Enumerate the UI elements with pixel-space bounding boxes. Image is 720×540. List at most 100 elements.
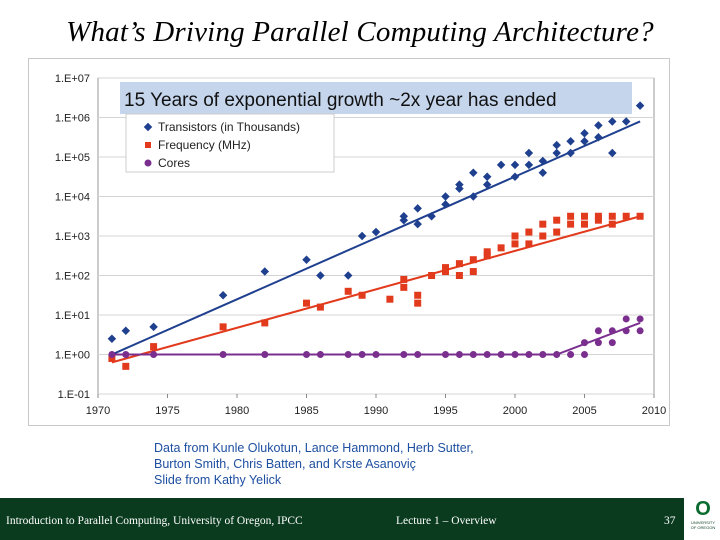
cores-point — [594, 327, 602, 335]
transistor-point — [524, 148, 534, 158]
cores-point — [261, 351, 269, 358]
transistor-point — [469, 192, 478, 201]
transistor-point — [107, 334, 117, 343]
slide-title: What’s Driving Parallel Computing Archit… — [66, 16, 654, 48]
x-tick-label: 1980 — [225, 405, 249, 417]
logo-o-icon: O — [695, 498, 711, 520]
cores-point — [608, 339, 616, 347]
transistor-point — [357, 231, 367, 241]
frequency-point — [539, 232, 547, 240]
frequency-point — [316, 303, 324, 311]
cores-point — [539, 351, 547, 358]
frequency-point — [414, 291, 422, 299]
frequency-point — [497, 244, 505, 252]
y-tick-label: 1.E+03 — [55, 231, 90, 243]
cores-point — [608, 327, 616, 335]
cores-point — [594, 339, 602, 347]
cores-point — [414, 351, 422, 358]
legend-marker-diamond — [143, 122, 153, 132]
frequency-point — [594, 216, 602, 224]
frequency-point — [511, 232, 519, 240]
cores-point — [455, 351, 463, 358]
cores-point — [400, 351, 408, 358]
cores-point — [122, 351, 130, 358]
cores-point — [622, 315, 630, 323]
frequency-point — [122, 362, 130, 370]
footer-course: Introduction to Parallel Computing, Univ… — [6, 515, 303, 527]
frequency-point — [303, 299, 310, 307]
frequency-point — [636, 212, 644, 220]
transistor-point — [441, 192, 450, 201]
x-tick-label: 1995 — [433, 405, 457, 417]
y-tick-label: 1.E+06 — [55, 113, 90, 125]
cores-point — [636, 327, 644, 335]
transistor-point — [482, 180, 492, 189]
cores-point — [581, 339, 588, 347]
growth-chart: 1.E-01 1.E+00 1.E+01 1.E+02 1.E+03 1.E+04 1.E+… — [55, 73, 666, 417]
cores-point — [150, 351, 158, 358]
transistor-point — [121, 326, 131, 336]
x-tick-label: 2010 — [642, 405, 666, 417]
annotation-text: 15 Years of exponential growth ~2x year … — [124, 90, 557, 111]
cores-point — [303, 351, 310, 358]
frequency-point — [150, 343, 158, 351]
legend-label: Transistors (in Thousands) — [158, 120, 300, 134]
annotation-banner — [120, 82, 632, 114]
frequency-point — [581, 212, 588, 220]
logo-text: UNIVERSITY OF OREGON — [690, 520, 716, 530]
frequency-point — [219, 323, 227, 331]
transistor-point — [316, 271, 325, 280]
frequency-point — [344, 287, 352, 295]
frequency-point — [414, 299, 422, 307]
y-tick-label: 1.E+04 — [55, 192, 90, 204]
transistor-point — [343, 271, 353, 280]
y-tick-label: 1.E+02 — [55, 271, 90, 283]
y-tick-label: 1.E+00 — [55, 350, 90, 362]
credit-line-3: Slide from Kathy Yelick — [154, 473, 282, 487]
cores-point — [344, 351, 352, 358]
cores-point — [316, 351, 324, 358]
transistor-point — [482, 172, 492, 181]
cores-point — [567, 351, 575, 358]
frequency-point — [386, 295, 394, 303]
y-tick-label: 1.E+01 — [55, 310, 90, 322]
frequency-point — [455, 260, 463, 268]
cores-point — [372, 351, 380, 358]
frequency-point — [469, 256, 477, 264]
x-tick-label: 2005 — [572, 405, 596, 417]
frequency-point — [358, 291, 366, 299]
transistor-point — [427, 212, 436, 221]
frequency-point — [483, 248, 491, 256]
x-tick-label: 1975 — [155, 405, 179, 417]
transistor-point — [149, 322, 158, 332]
footer-bar — [0, 498, 684, 540]
cores-point — [219, 351, 227, 358]
x-tick-label: 1970 — [86, 405, 110, 417]
x-tick-label: 2000 — [503, 405, 527, 417]
credit-line-1: Data from Kunle Olukotun, Lance Hammond,… — [154, 441, 474, 455]
frequency-point — [511, 240, 519, 248]
frequency-point — [108, 354, 116, 362]
transistor-point — [455, 180, 464, 189]
transistor-point — [302, 255, 311, 264]
frequency-point — [525, 240, 533, 248]
cores-point — [483, 351, 491, 358]
frequency-point — [553, 216, 561, 224]
cores-point — [636, 315, 644, 323]
frequency-point — [483, 252, 491, 260]
x-tick-label: 1990 — [364, 405, 388, 417]
transistor-point — [371, 227, 381, 237]
frequency-point — [581, 220, 588, 228]
cores-point — [511, 351, 519, 358]
transistor-point — [260, 267, 270, 276]
frequency-point — [428, 272, 436, 279]
footer-lecture: Lecture 1 – Overview — [396, 515, 497, 527]
trend-line — [111, 120, 641, 356]
frequency-point — [622, 212, 630, 220]
transistor-point — [413, 204, 422, 213]
page-number: 37 — [664, 515, 676, 527]
frequency-point — [261, 319, 269, 327]
x-tick-label: 1985 — [294, 405, 318, 417]
university-logo: O UNIVERSITY OF OREGON — [686, 498, 720, 540]
frequency-point — [539, 220, 547, 228]
